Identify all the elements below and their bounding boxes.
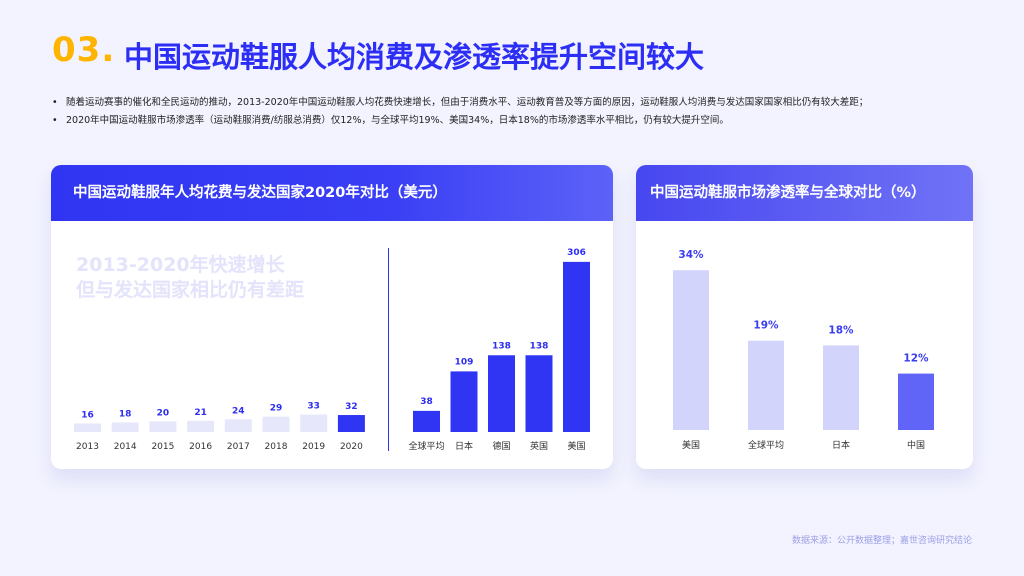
bar <box>823 345 859 430</box>
bullet-list: 随着运动赛事的催化和全民运动的推动，2013-2020年中国运动鞋服人均花费快速… <box>52 94 992 130</box>
bar-value-label: 16 <box>81 411 94 421</box>
x-tick-label: 全球平均 <box>408 440 444 452</box>
penetration-card: 中国运动鞋服市场渗透率与全球对比（%） 34% 美国 19% 全球平均 18% 日本 12%… <box>636 165 973 469</box>
bar-value-label: 12% <box>903 353 929 365</box>
bar-value-label: 138 <box>530 341 549 351</box>
bar-value-label: 18% <box>828 324 854 336</box>
bar <box>74 423 101 432</box>
x-tick-label: 日本 <box>832 439 850 451</box>
bar-value-label: 32 <box>345 402 358 412</box>
bar <box>525 355 553 432</box>
bar <box>337 415 365 432</box>
bar <box>488 355 515 432</box>
bar-value-label: 306 <box>567 248 586 258</box>
bar-value-label: 24 <box>232 406 245 416</box>
spend-comparison-card: 中国运动鞋服年人均花费与发达国家2020年对比（美元） 2013-2020年快速… <box>51 165 613 469</box>
x-tick-label: 英国 <box>530 440 548 452</box>
bar <box>111 422 139 432</box>
section-number: 03. <box>52 30 116 70</box>
bar <box>673 270 709 430</box>
bar <box>748 340 784 430</box>
x-tick-label: 2016 <box>189 442 212 452</box>
data-source: 数据来源：公开数据整理；嘉世咨询研究结论 <box>791 536 972 546</box>
bar-value-label: 138 <box>492 341 511 351</box>
bar <box>563 261 590 432</box>
bar <box>224 419 252 432</box>
x-tick-label: 2019 <box>302 442 325 452</box>
bar <box>187 420 215 432</box>
bar-value-label: 18 <box>119 409 132 419</box>
bar-value-label: 20 <box>157 408 170 418</box>
x-tick-label: 2017 <box>227 442 250 452</box>
penetration-chart: 34% 美国 19% 全球平均 18% 日本 12% 中国 <box>673 249 934 451</box>
x-tick-label: 美国 <box>567 440 585 452</box>
card-title: 中国运动鞋服市场渗透率与全球对比（%） <box>636 165 973 221</box>
bar <box>413 410 440 432</box>
bar <box>898 373 934 430</box>
x-tick-label: 2018 <box>265 442 288 452</box>
x-tick-label: 全球平均 <box>748 439 784 451</box>
x-tick-label: 2020 <box>340 442 363 452</box>
bar-value-label: 19% <box>753 320 779 332</box>
bar <box>262 416 290 432</box>
bar-value-label: 109 <box>455 357 474 367</box>
bar <box>149 421 177 432</box>
bar <box>300 414 328 432</box>
bar-value-label: 29 <box>270 404 283 414</box>
bar-value-label: 34% <box>678 249 704 261</box>
x-tick-label: 2015 <box>151 442 174 452</box>
bar-value-label: 38 <box>420 397 433 407</box>
card-title: 中国运动鞋服年人均花费与发达国家2020年对比（美元） <box>51 165 613 221</box>
page-title: 中国运动鞋服人均消费及渗透率提升空间较大 <box>124 40 705 74</box>
x-tick-label: 日本 <box>455 440 473 452</box>
bar-value-label: 21 <box>194 408 207 418</box>
spend-chart: 16 2013 18 2014 20 2015 21 2016 24 2017 29 2018 33 20… <box>74 248 590 452</box>
x-tick-label: 德国 <box>492 440 510 452</box>
chart-divider <box>388 248 389 451</box>
bar <box>450 371 478 432</box>
x-tick-label: 2014 <box>114 442 137 452</box>
bullet-item: 随着运动赛事的催化和全民运动的推动，2013-2020年中国运动鞋服人均花费快速… <box>52 94 992 112</box>
bar-value-label: 33 <box>307 402 320 412</box>
x-tick-label: 美国 <box>682 439 700 451</box>
chart-watermark: 2013-2020年快速增长 但与发达国家相比仍有差距 <box>76 253 304 303</box>
x-tick-label: 2013 <box>76 442 99 452</box>
watermark-line: 2013-2020年快速增长 <box>76 254 285 276</box>
x-tick-label: 中国 <box>907 439 925 451</box>
bullet-item: 2020年中国运动鞋服市场渗透率（运动鞋服消费/纺服总消费）仅12%，与全球平均… <box>52 112 992 130</box>
watermark-line: 但与发达国家相比仍有差距 <box>76 279 305 301</box>
